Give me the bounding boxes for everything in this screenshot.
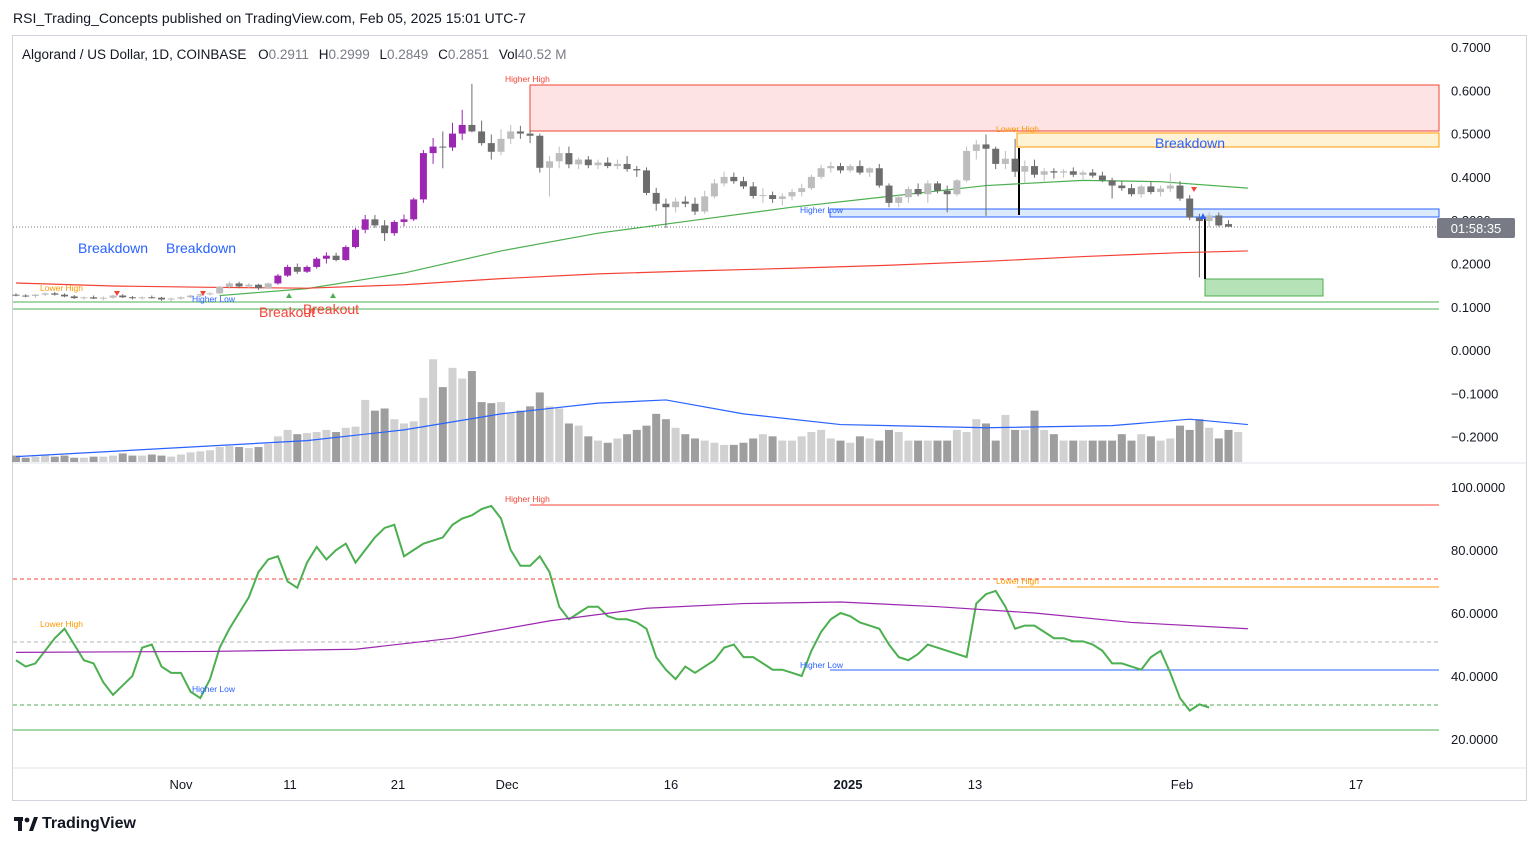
volume-label: Vol bbox=[498, 47, 518, 62]
tradingview-wordmark: TradingView bbox=[42, 815, 136, 832]
chart-frame[interactable] bbox=[12, 35, 1527, 801]
high-value: 0.2999 bbox=[328, 47, 370, 62]
low-label: L bbox=[379, 47, 388, 62]
close-value: 0.2851 bbox=[447, 47, 490, 62]
open-label: O bbox=[258, 47, 269, 62]
volume-value: 40.52 M bbox=[517, 47, 567, 62]
tradingview-logo[interactable]: TradingView bbox=[14, 815, 136, 833]
publisher-line: RSI_Trading_Concepts published on Tradin… bbox=[13, 10, 526, 26]
symbol-name[interactable]: Algorand / US Dollar, 1D, COINBASE bbox=[22, 47, 247, 62]
high-label: H bbox=[318, 47, 329, 62]
tradingview-logo-icon bbox=[14, 817, 38, 831]
symbol-legend: Algorand / US Dollar, 1D, COINBASE O0.29… bbox=[22, 47, 572, 62]
close-label: C bbox=[438, 47, 448, 62]
open-value: 0.2911 bbox=[268, 47, 309, 62]
low-value: 0.2849 bbox=[387, 47, 429, 62]
